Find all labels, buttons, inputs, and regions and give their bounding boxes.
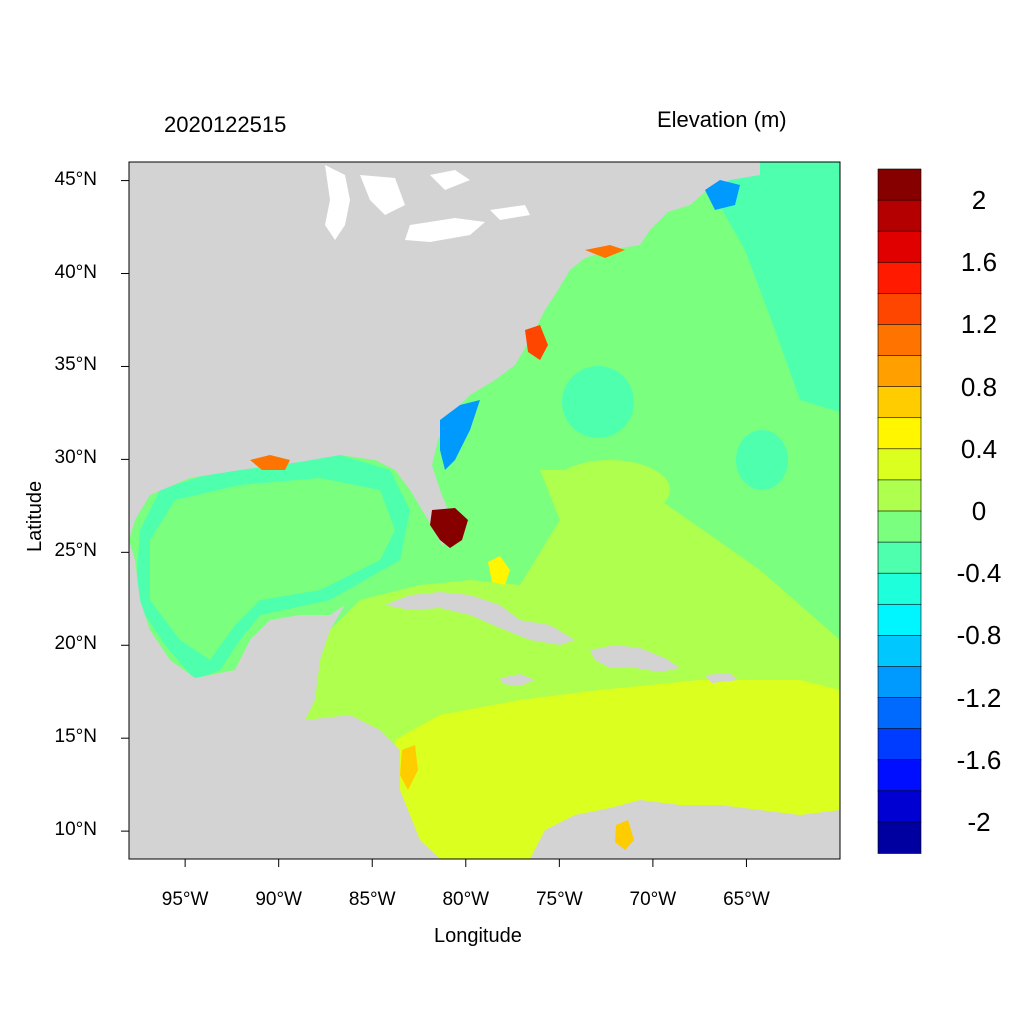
y-tick-label: 25°N <box>54 540 97 562</box>
x-tick-label: 65°W <box>723 889 770 910</box>
atlantic-patch <box>550 460 670 520</box>
colorbar-swatch <box>877 355 922 388</box>
timestamp-label: 2020122515 <box>164 112 287 137</box>
colorbar-swatch <box>877 324 922 357</box>
colorbar-swatch <box>877 666 922 699</box>
map-field <box>129 162 840 859</box>
colorbar-swatch <box>877 572 922 606</box>
y-tick-label: 10°N <box>54 819 97 841</box>
colorbar-tick-label: 1.6 <box>960 247 998 278</box>
y-tick-label: 20°N <box>54 633 97 655</box>
colorbar-tick-label: 1.2 <box>960 309 998 340</box>
plot-frame <box>128 161 841 860</box>
cuba-land <box>385 592 575 645</box>
south-america-land <box>530 800 840 859</box>
florida-east-low <box>440 400 480 470</box>
gulf-zero-field <box>150 478 395 660</box>
colorbar <box>877 168 922 854</box>
colorbar-swatch <box>877 199 922 232</box>
florida-surge <box>430 508 468 548</box>
colorbar-swatch <box>877 603 922 637</box>
y-tick-label: 45°N <box>54 168 97 190</box>
y-axis-label: Latitude <box>24 480 46 552</box>
x-tick-label: 95°W <box>161 889 209 910</box>
colorbar-swatch <box>877 417 922 450</box>
great-lakes <box>325 165 530 242</box>
colorbar-swatch <box>877 759 922 792</box>
colorbar-swatch <box>877 448 922 481</box>
chesapeake-surge <box>525 325 548 360</box>
mexico-land <box>129 540 440 859</box>
colorbar-swatch <box>877 479 922 512</box>
puerto-rico-land <box>705 673 738 683</box>
colorbar-tick-label: 0.8 <box>960 371 998 402</box>
colorbar-swatch <box>877 635 922 668</box>
honduras-coast <box>400 745 418 790</box>
north-america-land <box>129 162 760 545</box>
colorbar-tick-label: 0.4 <box>960 433 998 464</box>
y-tick-label: 40°N <box>54 261 97 283</box>
colorbar-tick-label: -0.4 <box>956 558 1002 589</box>
colorbar-swatch <box>877 728 922 761</box>
colorbar-swatch <box>877 386 922 419</box>
colorbar-swatch <box>877 541 922 574</box>
x-tick-label: 85°W <box>348 889 396 910</box>
colorbar-swatch <box>877 261 922 295</box>
x-tick-label: 70°W <box>629 889 677 910</box>
variable-title: Elevation (m) <box>657 107 787 132</box>
nova-scotia-low <box>705 180 740 210</box>
colorbar-swatch <box>877 510 922 543</box>
colorbar-tick-label: 0 <box>971 496 987 526</box>
x-tick-label: 75°W <box>535 889 583 910</box>
colorbar-swatch <box>877 790 922 823</box>
jamaica-land <box>500 674 535 686</box>
y-tick-label: 35°N <box>54 354 97 376</box>
x-tick-label: 90°W <box>255 889 302 910</box>
colorbar-swatch <box>877 697 922 730</box>
hispaniola-land <box>590 645 680 672</box>
colorbar-swatch <box>877 293 922 326</box>
x-tick-label: 80°W <box>442 889 490 910</box>
bahamas-bank <box>488 556 510 585</box>
venezuela-gulf <box>615 820 634 850</box>
colorbar-tick-label: 2 <box>971 185 987 216</box>
colorbar-tick-label: -1.2 <box>956 682 1002 713</box>
colorbar-tick-label: -2 <box>967 806 991 837</box>
colorbar-swatch <box>877 168 922 201</box>
atlantic-patch <box>562 366 634 438</box>
colorbar-tick-label: -0.8 <box>956 620 1002 651</box>
x-axis-label: Longitude <box>434 925 522 947</box>
y-tick-label: 15°N <box>54 726 97 748</box>
colorbar-swatch <box>877 821 922 854</box>
y-tick-label: 30°N <box>54 447 97 469</box>
colorbar-tick-label: -1.6 <box>956 744 1002 775</box>
atlantic-patch <box>736 430 788 490</box>
x-tick-marks <box>184 859 747 867</box>
gulf-coast-surge <box>250 455 290 470</box>
colorbar-swatch <box>877 230 922 264</box>
atlantic-negative-region <box>700 162 840 412</box>
y-tick-marks <box>121 180 129 832</box>
long-island-surge <box>585 245 625 258</box>
